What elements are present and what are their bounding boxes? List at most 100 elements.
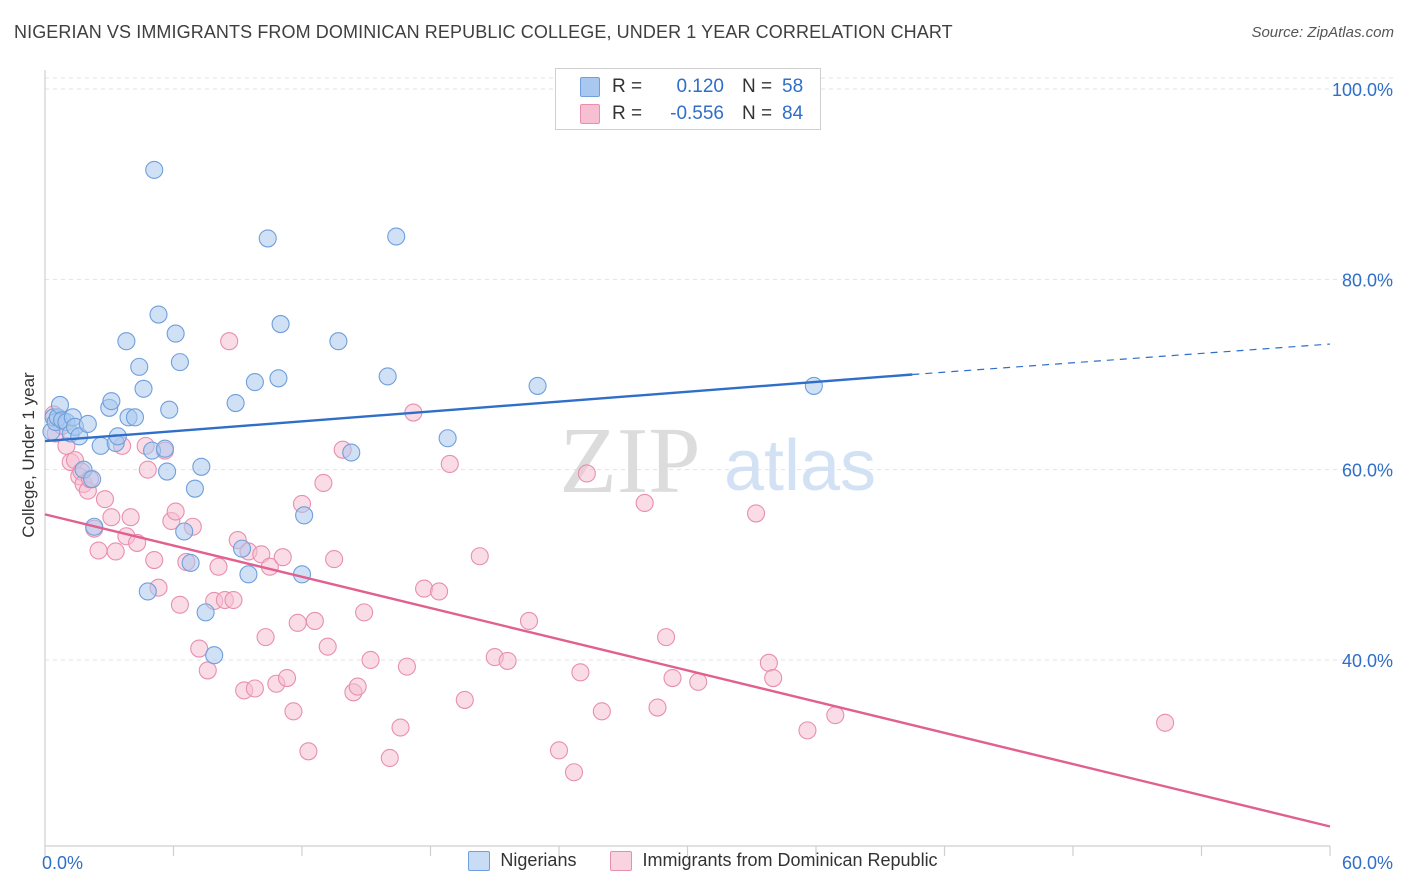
axes (44, 70, 1331, 856)
dominican-point (121, 508, 140, 527)
dominican-point (415, 579, 434, 598)
trend-lines (44, 343, 1331, 828)
nigerian-point (117, 332, 136, 351)
dominican-point (380, 748, 399, 768)
dominican-point (455, 690, 474, 709)
nigerian-point (125, 408, 144, 427)
watermark: ZIP atlas (560, 409, 877, 513)
dominican-point (318, 637, 337, 656)
nigerian-point (196, 603, 215, 622)
x-tick-label: 60.0% (1342, 853, 1393, 873)
nigerian-point (232, 539, 252, 558)
dominican-trend-line (44, 513, 1331, 828)
nigerian-point (239, 565, 258, 584)
dominican-point (106, 542, 125, 561)
y-tick-label: 40.0% (1342, 651, 1393, 671)
dominican-point (657, 628, 676, 647)
dominican-point (391, 718, 410, 737)
series-nigerian-points (42, 160, 823, 665)
dominican-point (284, 702, 303, 721)
nigerian-point (295, 506, 314, 525)
dominican-point (102, 508, 121, 527)
dominican-point (190, 639, 209, 658)
dominican-point (170, 595, 189, 614)
dominican-point (549, 741, 569, 760)
r-value: 0.120 (676, 76, 724, 97)
nigerian-point (130, 357, 149, 376)
dominican-point (299, 742, 318, 761)
nigerian-point (342, 443, 361, 462)
dominican-point (635, 493, 654, 513)
dominican-point (138, 460, 157, 479)
nigerian-point (378, 367, 397, 386)
dominican-point (256, 628, 275, 647)
n-label: N = (742, 103, 773, 124)
dominican-point (245, 679, 264, 698)
nigerian-point (138, 582, 157, 601)
nigerian-point (158, 462, 177, 481)
dominican-point (519, 611, 539, 630)
y-axis-label: College, Under 1 year (19, 372, 38, 538)
nigerian-point (175, 522, 194, 541)
dominican-point (95, 490, 115, 509)
dominican-point (277, 668, 297, 688)
dominican-point (355, 603, 374, 622)
dominican-point (564, 763, 584, 782)
dominican-point (498, 651, 517, 670)
watermark-zip: ZIP (560, 409, 701, 513)
nigerian-trend-extension (912, 343, 1331, 376)
legend-label-nigerians: Nigerians (500, 850, 577, 870)
dominican-point (166, 502, 185, 521)
dominican-point (397, 657, 416, 676)
swatch-pink (580, 104, 600, 124)
nigerian-point (70, 427, 89, 446)
nigerian-point (134, 379, 153, 398)
chart-title: NIGERIAN VS IMMIGRANTS FROM DOMINICAN RE… (14, 22, 953, 42)
n-label: N = (742, 76, 773, 97)
nigerian-point (149, 305, 168, 324)
source-credit: Source: ZipAtlas.com (1251, 24, 1394, 41)
nigerian-point (226, 393, 245, 413)
dominican-point (470, 547, 489, 566)
nigerian-point (329, 332, 348, 351)
stats-row-dominican: R = -0.556 N = 84 (580, 101, 803, 127)
legend-item-nigerians[interactable]: Nigerians (468, 850, 576, 871)
legend-label-dominican: Immigrants from Dominican Republic (642, 850, 938, 870)
dominican-point (430, 582, 449, 601)
dominican-point (209, 557, 228, 576)
dominican-point (252, 545, 271, 564)
dominican-point (273, 548, 292, 567)
dominican-point (759, 653, 778, 672)
nigerian-point (160, 400, 179, 419)
nigerian-point (83, 470, 102, 489)
dominican-point (689, 672, 708, 691)
dominican-point (1156, 713, 1175, 732)
dominican-point (288, 613, 307, 632)
nigerian-point (245, 373, 264, 392)
dominican-point (663, 668, 682, 688)
dominican-point (592, 702, 611, 721)
y-tick-label: 60.0% (1342, 461, 1393, 481)
r-value: -0.556 (670, 103, 724, 124)
dominican-point (764, 668, 783, 688)
n-value: 58 (782, 76, 804, 97)
nigerian-point (258, 229, 277, 248)
dominican-point (577, 464, 596, 483)
stats-row-nigerians: R = 0.120 N = 58 (580, 74, 803, 100)
nigerian-point (50, 395, 70, 414)
nigerian-point (91, 436, 110, 455)
legend-swatch-blue (468, 850, 491, 871)
y-tick-label: 80.0% (1342, 270, 1393, 290)
nigerian-point (78, 414, 97, 434)
dominican-point (224, 590, 243, 610)
legend-item-dominican[interactable]: Immigrants from Dominican Republic (610, 850, 938, 871)
x-tick-label: 0.0% (42, 853, 83, 873)
y-tick-label: 100.0% (1332, 80, 1393, 100)
dominican-point (798, 721, 817, 740)
dominican-point (89, 541, 108, 560)
nigerian-point (438, 429, 457, 448)
nigerian-point (271, 315, 290, 334)
nigerian-point (145, 160, 164, 179)
nigerian-trend-line (44, 373, 913, 443)
